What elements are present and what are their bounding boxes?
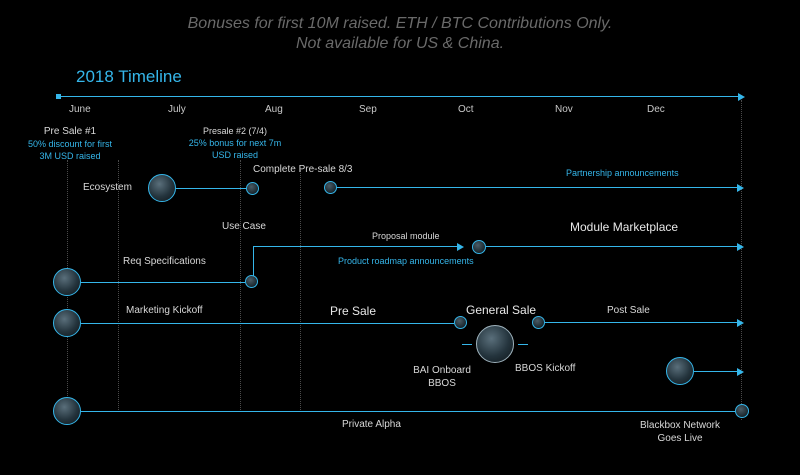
guide-aug-end bbox=[300, 170, 301, 412]
module-marketplace-label: Module Marketplace bbox=[570, 220, 679, 234]
blackbox-node[interactable] bbox=[666, 357, 694, 385]
banner-line-2: Not available for US & China. bbox=[295, 35, 505, 52]
proposal-module-node[interactable] bbox=[472, 240, 486, 254]
blackbox-arrow-icon bbox=[737, 368, 744, 376]
ecosystem-line bbox=[176, 188, 246, 189]
bai-onboard-line-2: BBOS bbox=[428, 378, 456, 389]
ecosystem-label: Ecosystem bbox=[83, 182, 132, 193]
month-nov: Nov bbox=[555, 104, 573, 115]
complete-presale-label: Complete Pre-sale 8/3 bbox=[253, 164, 353, 175]
general-sale-label: General Sale bbox=[466, 303, 537, 317]
pre-sale-label: Pre Sale bbox=[330, 304, 377, 318]
month-aug: Aug bbox=[265, 104, 283, 115]
bai-onboard-line-1: BAI Onboard bbox=[413, 365, 471, 376]
req-specs-label: Req Specifications bbox=[123, 256, 206, 267]
bbos-kickoff-label: BBOS Kickoff bbox=[515, 363, 576, 374]
month-june: June bbox=[69, 104, 91, 115]
month-sep: Sep bbox=[359, 104, 377, 115]
presale1-line1: 50% discount for first bbox=[27, 139, 113, 149]
blackbox-label: Blackbox Network Goes Live bbox=[630, 419, 730, 445]
post-sale-label: Post Sale bbox=[607, 305, 650, 316]
presale1-title: Pre Sale #1 bbox=[43, 126, 97, 137]
month-july: July bbox=[168, 104, 186, 115]
general-sale-node[interactable] bbox=[476, 325, 514, 363]
use-case-connector bbox=[253, 246, 254, 276]
general-sale-dash-right bbox=[518, 344, 528, 345]
req-specs-end-node[interactable] bbox=[245, 275, 258, 288]
req-specs-node[interactable] bbox=[53, 268, 81, 296]
blackbox-line bbox=[694, 371, 739, 372]
use-case-label: Use Case bbox=[222, 221, 266, 232]
pre-sale-end-node[interactable] bbox=[454, 316, 467, 329]
req-specs-line bbox=[81, 282, 245, 283]
private-alpha-label: Private Alpha bbox=[342, 419, 401, 430]
banner: Bonuses for first 10M raised. ETH / BTC … bbox=[0, 14, 800, 54]
general-sale-dash-left bbox=[462, 344, 472, 345]
product-roadmap-label: Product roadmap announcements bbox=[338, 256, 474, 266]
presale2-line2: USD raised bbox=[211, 150, 258, 160]
pre-sale-line bbox=[81, 323, 454, 324]
marketing-kickoff-node[interactable] bbox=[53, 309, 81, 337]
marketing-kickoff-label: Marketing Kickoff bbox=[126, 305, 203, 316]
private-alpha-node[interactable] bbox=[53, 397, 81, 425]
marketplace-arrow-icon bbox=[737, 243, 744, 251]
marketplace-line bbox=[486, 246, 739, 247]
timeline-title: 2018 Timeline bbox=[76, 67, 182, 86]
proposal-module-label: Proposal module bbox=[372, 231, 440, 241]
partnership-node[interactable] bbox=[324, 181, 337, 194]
blackbox-line-1: Blackbox Network bbox=[639, 420, 721, 431]
post-sale-line bbox=[545, 322, 739, 323]
blackbox-line-2: Goes Live bbox=[657, 433, 703, 444]
presale1-line2: 3M USD raised bbox=[39, 151, 101, 161]
post-sale-arrow-icon bbox=[737, 319, 744, 327]
month-oct: Oct bbox=[458, 104, 474, 115]
post-sale-start-node[interactable] bbox=[532, 316, 545, 329]
axis-line bbox=[58, 96, 740, 97]
partnership-line bbox=[337, 187, 739, 188]
guide-dec-end bbox=[741, 100, 742, 420]
presale2-line1: 25% bonus for next 7m bbox=[188, 138, 282, 148]
bai-onboard-label: BAI Onboard BBOS bbox=[405, 364, 479, 390]
month-dec: Dec bbox=[647, 104, 665, 115]
partnership-arrow-icon bbox=[737, 184, 744, 192]
ecosystem-node[interactable] bbox=[148, 174, 176, 202]
guide-presale2 bbox=[240, 160, 241, 412]
use-case-line bbox=[253, 246, 458, 247]
banner-line-1: Bonuses for first 10M raised. ETH / BTC … bbox=[187, 15, 613, 32]
complete-presale-node[interactable] bbox=[246, 182, 259, 195]
axis-arrow-icon bbox=[738, 93, 745, 101]
private-alpha-line bbox=[81, 411, 735, 412]
guide-presale1 bbox=[118, 160, 119, 412]
partnership-label: Partnership announcements bbox=[566, 168, 679, 178]
presale2-title: Presale #2 (7/4) bbox=[202, 126, 268, 136]
use-case-arrow-icon bbox=[457, 243, 464, 251]
network-live-node[interactable] bbox=[735, 404, 749, 418]
